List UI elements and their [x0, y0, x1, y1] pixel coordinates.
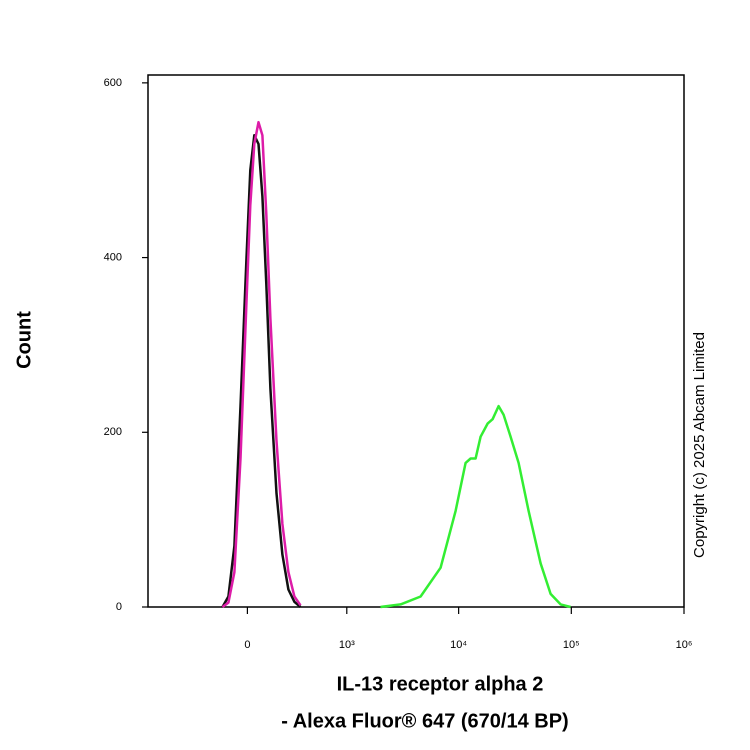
x-tick-label: 0 — [244, 639, 250, 651]
x-tick-label: 10³ — [339, 639, 355, 651]
x-tick-label: 10⁵ — [563, 639, 580, 651]
y-tick-label: 600 — [104, 77, 122, 89]
x-tick-label: 10⁶ — [676, 639, 693, 651]
histogram-line — [221, 134, 302, 608]
x-tick-label: 10⁴ — [450, 639, 467, 651]
x-axis-title: IL-13 receptor alpha 2 — [337, 673, 544, 695]
histogram-line — [221, 120, 302, 609]
histogram-line — [380, 404, 571, 609]
copyright: Copyright (c) 2025 Abcam Limited — [691, 332, 708, 558]
y-tick-label: 0 — [116, 601, 122, 613]
y-tick-label: 400 — [104, 251, 122, 263]
y-tick-label: 200 — [104, 426, 122, 438]
y-axis-title: Count — [13, 311, 35, 369]
x-axis-title: - Alexa Fluor® 647 (670/14 BP) — [281, 710, 568, 732]
plot-frame — [147, 74, 685, 608]
